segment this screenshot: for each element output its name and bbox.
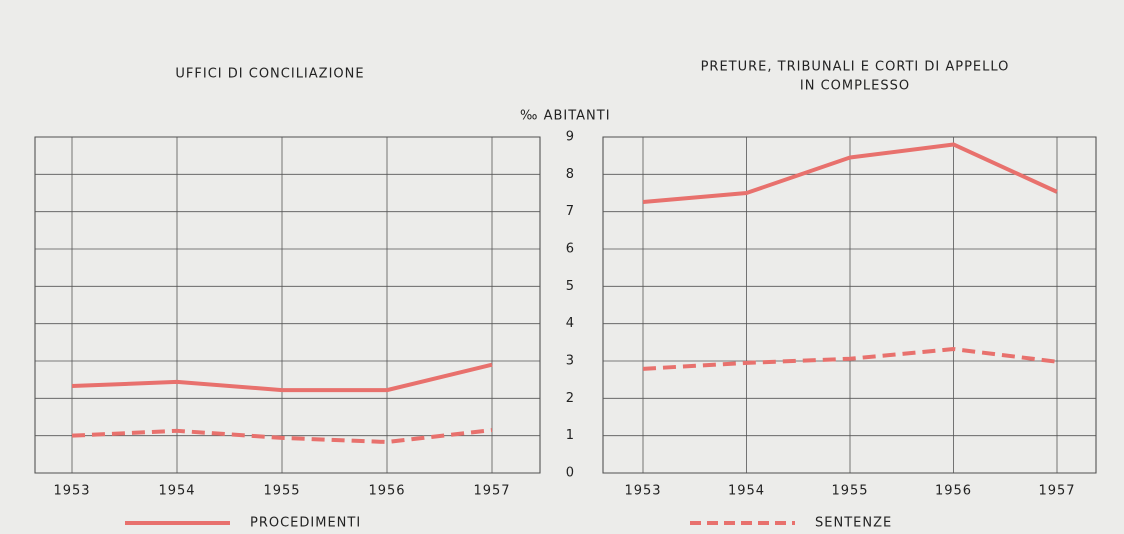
data-line — [642, 347, 1058, 371]
y-tick-label: 6 — [566, 242, 575, 257]
y-tick-label: 4 — [566, 316, 575, 331]
data-line — [71, 362, 493, 393]
x-tick-label: 1955 — [263, 484, 300, 499]
x-tick-label: 1955 — [831, 484, 868, 499]
chart-subtitle: IN COMPLESSO — [800, 79, 910, 94]
x-tick-label: 1957 — [1038, 484, 1075, 499]
x-tick-label: 1953 — [624, 484, 661, 499]
x-tick-label: 1954 — [158, 484, 195, 499]
y-tick-label: 0 — [566, 466, 575, 481]
y-tick-label: 8 — [566, 167, 575, 182]
x-tick-label: 1957 — [473, 484, 510, 499]
legend-label: PROCEDIMENTI — [250, 516, 361, 531]
legend-label: SENTENZE — [815, 516, 892, 531]
x-tick-label: 1953 — [53, 484, 90, 499]
y-tick-label: 9 — [566, 130, 575, 145]
chart-title: PRETURE, TRIBUNALI E CORTI DI APPELLO — [701, 60, 1010, 75]
y-tick-label: 5 — [566, 279, 575, 294]
chart-title: UFFICI DI CONCILIAZIONE — [175, 67, 364, 82]
y-tick-label: 1 — [566, 428, 575, 443]
data-line — [71, 428, 493, 445]
x-tick-label: 1956 — [935, 484, 972, 499]
y-tick-label: 3 — [566, 354, 575, 369]
y-tick-label: 7 — [566, 204, 575, 219]
data-line — [642, 142, 1058, 204]
y-axis-label: ‰ ABITANTI — [520, 109, 611, 124]
x-tick-label: 1956 — [368, 484, 405, 499]
y-tick-label: 2 — [566, 391, 575, 406]
x-tick-label: 1954 — [728, 484, 765, 499]
